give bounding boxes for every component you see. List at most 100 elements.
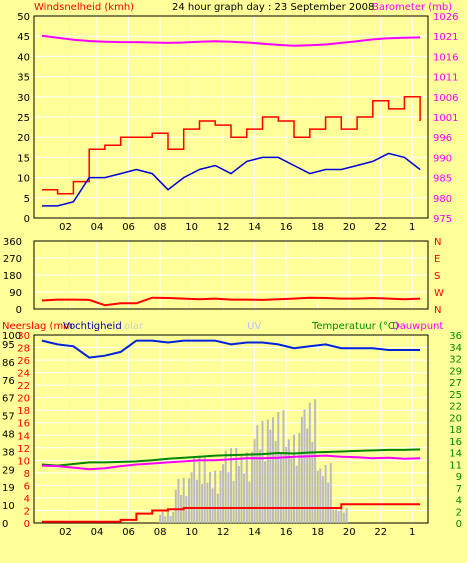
temperature-y-tick: 32	[449, 355, 462, 366]
windspeed-y-tick: 5	[24, 194, 30, 205]
panel1-x-tick: 06	[122, 222, 135, 233]
temperature-y-tick: 34	[449, 343, 462, 354]
barometer-y-tick: 1001	[433, 113, 458, 124]
rain-y-tick: 10	[17, 456, 30, 467]
direction-y-tick: 0	[16, 305, 22, 316]
humidity-y-tick: 48	[2, 429, 15, 440]
barometer-series-line	[41, 34, 421, 47]
panel1-x-tick: 02	[59, 222, 72, 233]
windspeed-y-tick: 15	[17, 153, 30, 164]
windspeed-y-tick: 25	[17, 113, 30, 124]
humidity-y-tick: 57	[2, 412, 15, 423]
temperature-y-tick: 22	[449, 402, 462, 413]
barometer-y-tick: 975	[433, 214, 452, 225]
temperature-y-tick: 11	[449, 460, 462, 471]
temperature-series-line	[41, 448, 421, 467]
windspeed-y-tick: 30	[17, 93, 30, 104]
temperature-y-tick: 36	[449, 331, 462, 342]
panel3-x-tick: 14	[248, 527, 261, 538]
temperature-y-tick: 29	[449, 366, 462, 377]
panel1-x-tick: 12	[217, 222, 230, 233]
panel3-x-tick: 22	[374, 527, 387, 538]
humidity-y-tick: 38	[2, 447, 15, 458]
barometer-y-tick: 990	[433, 153, 452, 164]
rain-y-tick: 0	[24, 519, 30, 530]
panel1-x-tick: 08	[154, 222, 167, 233]
direction-compass-tick: N	[434, 305, 441, 316]
windspeed-axis-title: Windsnelheid (kmh)	[34, 2, 134, 13]
temperature-y-tick: 20	[449, 413, 462, 424]
temperature-axis-title: Temperatuur (°C)	[311, 321, 399, 332]
rain-y-tick: 30	[17, 331, 30, 342]
rain-y-tick: 20	[17, 394, 30, 405]
temperature-y-tick: 25	[449, 390, 462, 401]
panel3-x-tick: 02	[59, 527, 72, 538]
direction-compass-tick: W	[434, 288, 444, 299]
rain-y-tick: 18	[17, 406, 30, 417]
panel1-x-tick: 16	[280, 222, 293, 233]
temperature-y-tick: 14	[449, 449, 462, 460]
panel3-x-tick: 04	[91, 527, 104, 538]
humidity-y-tick: 100	[2, 331, 21, 342]
chart-title: 24 hour graph day : 23 September 2008	[172, 2, 374, 13]
humidity-y-tick: 0	[2, 519, 8, 530]
uv-axis-title: UV	[247, 321, 261, 332]
direction-y-tick: 90	[9, 288, 22, 299]
humidity-axis-title: Vochtigheid	[63, 321, 122, 332]
humidity-y-tick: 86	[2, 358, 15, 369]
temperature-y-tick: 27	[449, 378, 462, 389]
panel3-x-tick: 10	[185, 527, 198, 538]
windspeed-y-tick: 20	[17, 133, 30, 144]
barometer-y-tick: 1011	[433, 73, 458, 84]
solar-axis-title: olar	[124, 321, 144, 332]
windspeed-y-tick: 10	[17, 174, 30, 185]
panel1-x-tick: 10	[185, 222, 198, 233]
rain-y-tick: 22	[17, 381, 30, 392]
panel1-x-tick: 1	[409, 222, 415, 233]
panel3-x-tick: 1	[409, 527, 415, 538]
rain-y-tick: 14	[17, 431, 30, 442]
rain-y-tick: 12	[17, 444, 30, 455]
windspeed-y-tick: 40	[17, 52, 30, 63]
rain-series-line	[41, 503, 421, 523]
windspeed-y-tick: 35	[17, 73, 30, 84]
rain-y-tick: 6	[24, 481, 30, 492]
panel3-x-tick: 06	[122, 527, 135, 538]
humidity-y-tick: 95	[2, 340, 15, 351]
panel1-x-tick: 22	[374, 222, 387, 233]
barometer-y-tick: 996	[433, 133, 452, 144]
temperature-y-tick: 18	[449, 425, 462, 436]
panel3-x-tick: 20	[343, 527, 356, 538]
temperature-y-tick: 16	[449, 437, 462, 448]
rain-y-tick: 8	[24, 469, 30, 480]
barometer-y-tick: 1006	[433, 93, 458, 104]
rain-y-tick: 4	[24, 494, 30, 505]
direction-compass-tick: N	[434, 237, 441, 248]
panel3-x-tick: 12	[217, 527, 230, 538]
windspeed-y-tick: 0	[24, 214, 30, 225]
temperature-y-tick: 0	[456, 519, 462, 530]
humidity-y-tick: 76	[2, 376, 15, 387]
barometer-y-tick: 980	[433, 194, 452, 205]
humidity-y-tick: 29	[2, 465, 15, 476]
barometer-axis-title: Barometer (mb)	[372, 2, 452, 13]
humidity-y-tick: 10	[2, 501, 15, 512]
rain-axis-title: Neerslag (mm	[2, 321, 73, 332]
rain-y-tick: 24	[17, 369, 30, 380]
rain-y-tick: 16	[17, 419, 30, 430]
average-wind-series-line	[41, 152, 421, 207]
direction-y-tick: 270	[3, 254, 22, 265]
barometer-y-tick: 1026	[433, 12, 458, 23]
direction-y-tick: 360	[3, 237, 22, 248]
direction-y-tick: 180	[3, 271, 22, 282]
panel1-frame	[33, 15, 429, 219]
temperature-y-tick: 9	[456, 472, 462, 483]
wind-direction-series-line	[41, 296, 421, 307]
windspeed-y-tick: 50	[17, 12, 30, 23]
direction-compass-tick: S	[434, 271, 440, 282]
barometer-y-tick: 985	[433, 174, 452, 185]
rain-y-tick: 28	[17, 344, 30, 355]
temperature-y-tick: 2	[456, 507, 462, 518]
rain-y-tick: 26	[17, 356, 30, 367]
